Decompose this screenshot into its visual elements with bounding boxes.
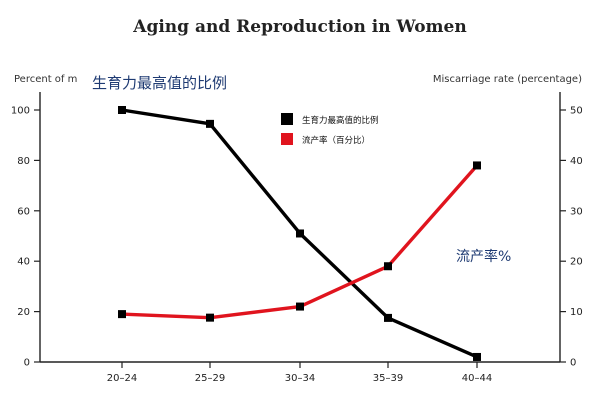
data-point-miscarriage [206, 313, 214, 322]
right-tick-label: 30 [570, 206, 583, 217]
right-axis-label: Miscarriage rate (percentage) [433, 74, 582, 85]
left-tick-label: 0 [24, 358, 30, 369]
right-tick-label: 10 [570, 307, 583, 318]
x-axis-ticks: 20–24 25–29 30–34 35–39 40–44 [107, 362, 492, 384]
data-point-miscarriage [118, 310, 126, 319]
x-tick-label: 40–44 [462, 373, 492, 384]
legend-label-miscarriage: 流产率（百分比） [302, 135, 370, 146]
legend: 生育力最高值的比例 流产率（百分比） [281, 113, 379, 146]
data-point-fertility [206, 119, 214, 128]
left-tick-label: 80 [17, 156, 30, 167]
right-axis-ticks: 0 10 20 30 40 50 [560, 106, 583, 369]
left-tick-label: 40 [17, 257, 30, 268]
data-point-fertility [384, 313, 392, 322]
data-point-miscarriage [473, 161, 481, 170]
left-axis-label: Percent of m [14, 74, 77, 85]
left-tick-label: 60 [17, 206, 30, 217]
data-point-miscarriage [296, 302, 304, 311]
x-tick-label: 35–39 [373, 373, 403, 384]
x-tick-label: 30–34 [285, 373, 315, 384]
x-tick-label: 25–29 [195, 373, 225, 384]
legend-swatch-fertility [281, 113, 293, 125]
data-point-miscarriage [384, 262, 392, 271]
miscarriage-overlay-label: 流产率% [456, 248, 511, 265]
left-axis-ticks: 0 20 40 60 80 100 [11, 106, 40, 369]
legend-swatch-miscarriage [281, 133, 293, 145]
data-point-fertility [118, 106, 126, 114]
data-point-fertility [473, 352, 481, 361]
left-tick-label: 20 [17, 307, 30, 318]
right-tick-label: 20 [570, 257, 583, 268]
x-tick-label: 20–24 [107, 373, 137, 384]
right-tick-label: 0 [570, 358, 576, 369]
data-point-fertility [296, 229, 304, 238]
right-tick-label: 40 [570, 156, 583, 167]
right-tick-label: 50 [570, 106, 583, 117]
legend-label-fertility: 生育力最高值的比例 [302, 115, 379, 126]
series-layer [118, 106, 481, 361]
left-tick-label: 100 [11, 106, 30, 117]
chart-title: Aging and Reproduction in Women [132, 17, 466, 37]
fertility-overlay-label: 生育力最高值的比例 [92, 74, 227, 92]
